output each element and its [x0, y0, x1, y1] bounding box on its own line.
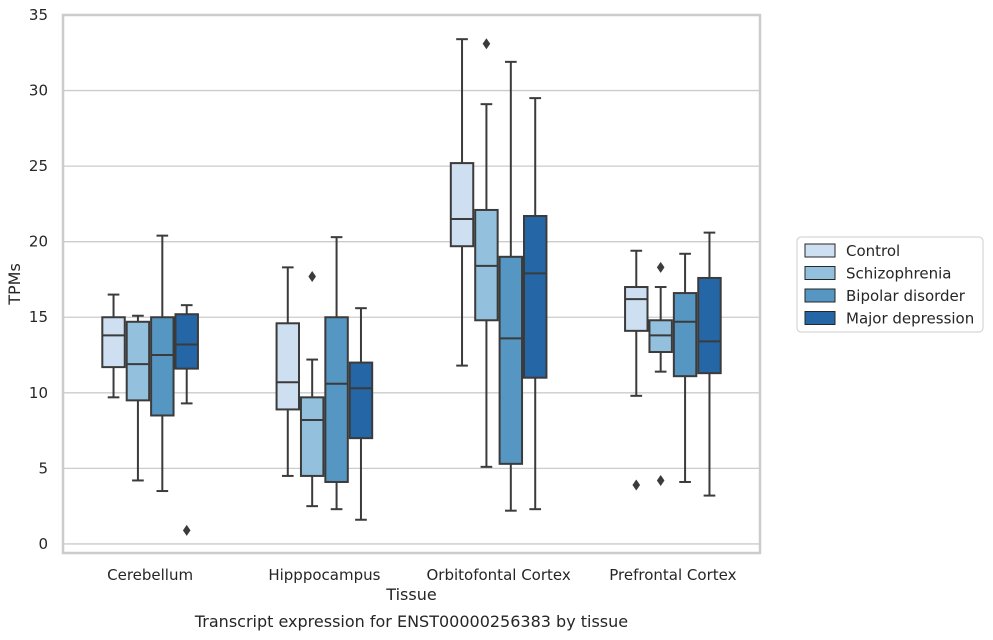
outlier-point	[182, 524, 191, 536]
legend-frame	[796, 236, 984, 333]
outlier-point	[656, 261, 665, 273]
legend-label: Control	[846, 242, 900, 260]
box-major-depression	[348, 307, 374, 521]
box-body	[672, 292, 698, 378]
box-body	[348, 361, 374, 440]
x-axis-ticks: Cerebellum Hipppocampus Orbitofontal Corte…	[107, 566, 736, 584]
box-schizophrenia	[299, 270, 325, 508]
legend-label: Bipolar disorder	[846, 287, 966, 305]
box-control	[449, 38, 475, 367]
box-control	[101, 293, 126, 399]
box-body	[624, 286, 649, 332]
outlier-point	[308, 270, 316, 282]
box-bipolar-disorder	[324, 236, 349, 511]
box-body	[299, 396, 325, 477]
box-major-depression	[174, 304, 199, 536]
legend: Control Schizophrenia Bipolar disorder Majo…	[796, 236, 984, 333]
box-body	[125, 320, 151, 402]
box-groups	[101, 38, 722, 536]
outlier-point	[482, 38, 491, 50]
box-bipolar-disorder	[672, 252, 698, 483]
box-control	[624, 249, 649, 491]
y-tick-label: 0	[38, 535, 48, 553]
box-bipolar-disorder	[150, 234, 175, 493]
box-schizophrenia	[474, 38, 499, 468]
box-body	[697, 276, 722, 375]
legend-label: Schizophrenia	[846, 265, 951, 283]
outlier-point	[656, 474, 665, 486]
x-axis-title: Tissue	[385, 585, 436, 604]
x-tick-label: Orbitofontal Cortex	[427, 566, 571, 584]
y-tick-label: 10	[29, 384, 48, 402]
legend-swatch	[804, 288, 836, 303]
legend-swatch	[804, 311, 836, 325]
box-body	[101, 316, 126, 369]
y-tick-label: 5	[38, 459, 48, 477]
box-body	[522, 214, 548, 379]
box-body	[174, 313, 199, 370]
outlier-point	[632, 479, 641, 491]
box-body	[150, 316, 175, 417]
y-tick-label: 15	[29, 308, 48, 326]
box-bipolar-disorder	[498, 60, 524, 512]
box-major-depression	[697, 231, 722, 497]
box-schizophrenia	[648, 261, 673, 486]
box-body	[498, 255, 524, 465]
y-tick-label: 30	[29, 82, 48, 100]
grid-lines	[63, 14, 760, 545]
box-body	[275, 322, 301, 411]
plot-frame	[61, 13, 762, 555]
y-tick-label: 20	[29, 233, 48, 251]
y-tick-label: 25	[29, 157, 48, 175]
legend-swatch	[804, 243, 836, 258]
y-axis-title: TPMs	[5, 263, 24, 306]
y-tick-label: 35	[29, 6, 48, 24]
x-tick-label: Cerebellum	[107, 566, 193, 584]
legend-label: Major depression	[846, 310, 974, 328]
box-body	[324, 316, 349, 483]
box-control	[275, 266, 301, 477]
box-schizophrenia	[125, 314, 151, 482]
y-axis-ticks: 0 5 10 15 20 25 30 35	[29, 6, 48, 553]
x-tick-label: Prefrontal Cortex	[609, 566, 736, 584]
chart-title: Transcript expression for ENST0000025638…	[194, 612, 628, 631]
legend-swatch	[804, 266, 836, 280]
box-body	[449, 162, 475, 248]
x-tick-label: Hipppocampus	[268, 566, 380, 584]
box-major-depression	[522, 97, 548, 511]
